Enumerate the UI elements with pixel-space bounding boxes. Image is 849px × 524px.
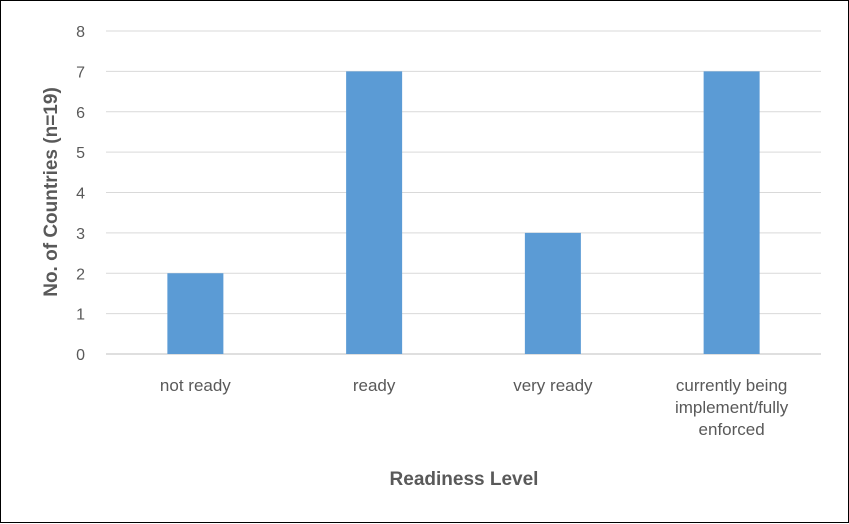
x-category-label-line: very ready [513, 376, 593, 395]
x-category-label: not ready [160, 376, 231, 395]
x-category-label-line: not ready [160, 376, 231, 395]
x-category-label: currently being implement/fully enforced [675, 376, 789, 439]
y-tick-label: 3 [76, 226, 85, 243]
y-tick-label: 1 [76, 307, 85, 324]
x-axis-title: Readiness Level [390, 469, 539, 490]
bar [167, 273, 224, 354]
y-tick-label: 5 [76, 145, 85, 162]
bar [703, 71, 760, 354]
x-category-label-line: implement/fully [675, 398, 789, 417]
x-category-label: ready [353, 376, 396, 395]
y-tick-label: 4 [76, 186, 85, 203]
bar [524, 232, 581, 354]
y-tick-labels: 0 1 2 3 4 5 6 7 8 [76, 24, 85, 364]
bar [346, 71, 403, 354]
x-category-label-line: ready [353, 376, 396, 395]
y-axis-title: No. of Countries (n=19) [41, 87, 62, 297]
x-category-labels: not ready ready very ready currently being i… [160, 376, 789, 439]
y-tick-label: 7 [76, 64, 85, 81]
y-tick-label: 6 [76, 105, 85, 122]
y-tick-label: 8 [76, 24, 85, 41]
y-tick-label: 2 [76, 266, 85, 283]
gridlines [106, 30, 821, 355]
bars [167, 71, 760, 354]
y-tick-label: 0 [76, 347, 85, 364]
x-category-label-line: enforced [699, 420, 765, 439]
x-category-label: very ready [513, 376, 593, 395]
x-category-label-line: currently being [676, 376, 788, 395]
